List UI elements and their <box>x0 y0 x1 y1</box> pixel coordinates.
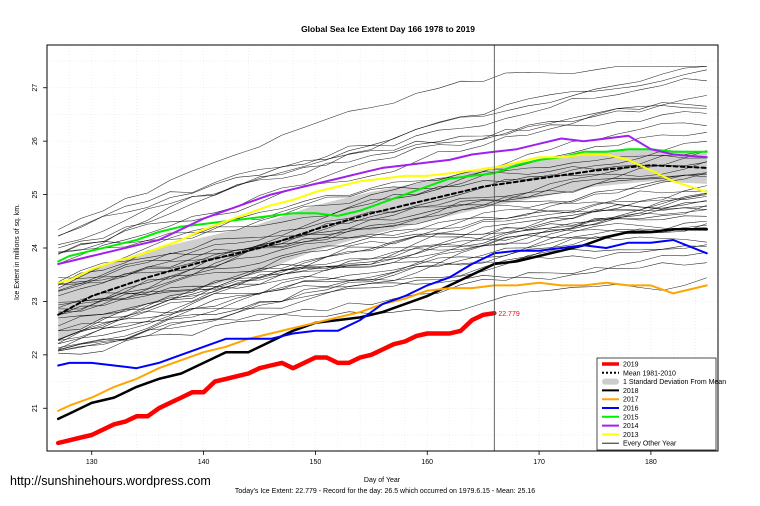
watermark-url: http://sunshinehours.wordpress.com <box>10 474 211 488</box>
legend-label: 1 Standard Deviation From Mean <box>623 379 726 386</box>
every-other-year-line <box>58 236 707 308</box>
every-other-year-line <box>58 174 707 285</box>
std-band <box>58 149 707 342</box>
every-other-year-line <box>58 224 707 348</box>
y-tick-label: 21 <box>32 404 39 412</box>
every-other-year-line <box>58 205 707 319</box>
series-lines <box>55 45 709 451</box>
every-other-year-line <box>58 132 707 289</box>
every-other-year-line <box>58 227 707 331</box>
every-other-year-line <box>58 262 707 352</box>
legend-label: 2016 <box>623 406 639 413</box>
every-other-year-line <box>58 244 707 350</box>
legend-label: Every Other Year <box>623 441 677 448</box>
every-other-year-line <box>58 192 707 332</box>
y-tick-label: 25 <box>32 191 39 199</box>
y-tick-label: 23 <box>32 297 39 305</box>
footer-record-text: Today's Ice Extent: 22.779 - Record for … <box>235 488 535 495</box>
every-other-year-line <box>58 206 707 327</box>
legend-label: 2015 <box>623 414 639 421</box>
legend-label: 2017 <box>623 397 639 404</box>
every-other-year-line <box>58 111 707 265</box>
every-other-year-line <box>58 69 707 254</box>
x-axis-label: Day of Year <box>364 477 401 484</box>
every-other-year-line <box>58 209 707 316</box>
every-other-year-line <box>58 215 707 345</box>
every-other-year-line <box>58 102 707 255</box>
every-other-year-line <box>58 66 707 236</box>
x-tick-label: 130 <box>86 459 98 466</box>
x-tick-label: 160 <box>421 459 433 466</box>
every-other-year-line <box>58 66 707 230</box>
every-other-year-lines <box>58 66 707 355</box>
legend-label: 2013 <box>623 432 639 439</box>
x-tick-label: 150 <box>310 459 322 466</box>
legend-label: 2019 <box>623 362 639 369</box>
series-line-2019 <box>55 310 497 446</box>
every-other-year-line <box>58 161 707 255</box>
series-line-2017 <box>57 281 708 412</box>
series-line-2015 <box>57 148 708 263</box>
y-tick-label: 27 <box>32 84 39 92</box>
every-other-year-line <box>58 172 707 297</box>
std-band-area <box>58 149 707 342</box>
y-tick-label: 24 <box>32 244 39 252</box>
every-other-year-line <box>58 190 707 313</box>
legend-label: 2014 <box>623 423 639 430</box>
x-tick-label: 140 <box>198 459 210 466</box>
every-other-year-line <box>58 174 707 315</box>
every-other-year-line <box>58 185 707 351</box>
series-line-2013 <box>57 153 708 284</box>
every-other-year-line <box>58 220 707 344</box>
x-axis-ticks: 130 140 150 160 170 180 <box>86 451 657 466</box>
chart-title: Global Sea Ice Extent Day 166 1978 to 20… <box>301 24 475 34</box>
every-other-year-line <box>58 105 707 249</box>
y-axis-label: Ice Extent in millions of sq. km. <box>14 204 21 300</box>
every-other-year-line <box>58 196 707 292</box>
every-other-year-line <box>58 150 707 306</box>
every-other-year-line <box>58 201 707 310</box>
legend-swatch <box>602 378 619 385</box>
series-line-2016 <box>57 239 708 370</box>
every-other-year-line <box>58 95 707 237</box>
y-axis-ticks: 21 22 23 24 25 26 27 <box>32 84 47 412</box>
every-other-year-line <box>58 194 707 341</box>
every-other-year-line <box>58 78 707 245</box>
series-line-2014 <box>57 134 708 265</box>
x-tick-label: 180 <box>645 459 657 466</box>
y-tick-label: 22 <box>32 351 39 359</box>
annotation-2019-value: 22.779 <box>498 311 520 318</box>
x-tick-label: 170 <box>533 459 545 466</box>
every-other-year-line <box>58 200 707 279</box>
every-other-year-line <box>58 252 707 340</box>
every-other-year-line <box>58 193 707 352</box>
legend-label: Mean 1981-2010 <box>623 370 676 377</box>
every-other-year-line <box>58 245 707 303</box>
series-line-mean-1981-2010 <box>57 164 708 316</box>
every-other-year-line <box>58 161 707 285</box>
series-line-2018 <box>56 228 709 421</box>
legend-label: 2018 <box>623 388 639 395</box>
every-other-year-line <box>58 172 707 316</box>
y-tick-label: 26 <box>32 137 39 145</box>
